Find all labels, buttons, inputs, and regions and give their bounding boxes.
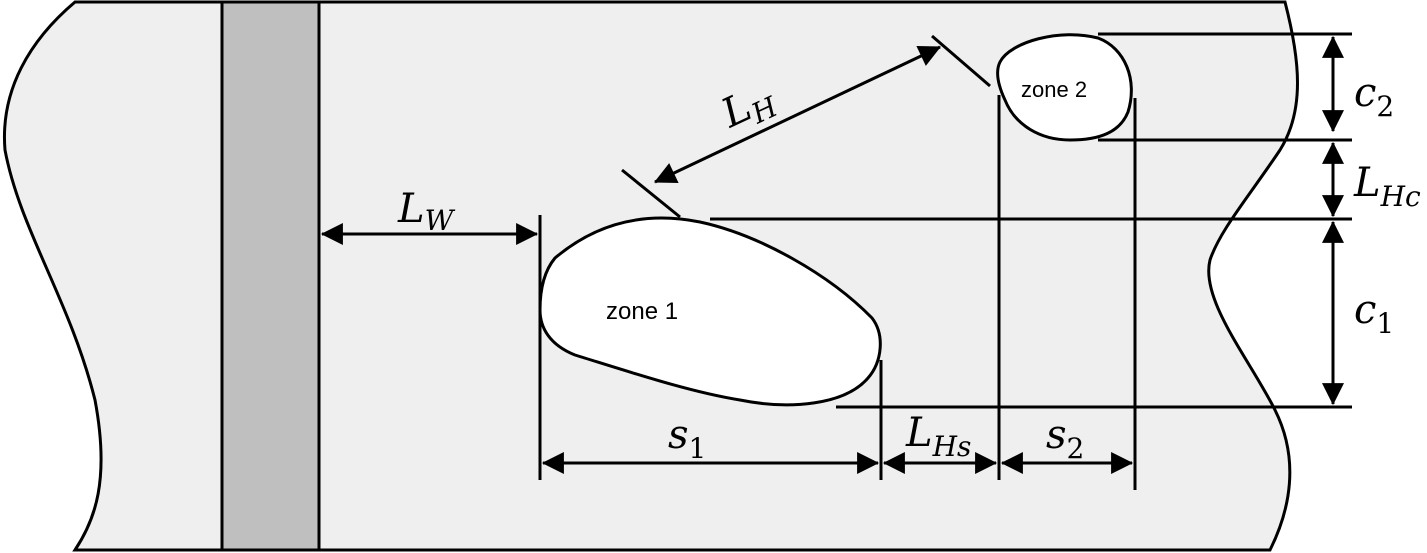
- label-s1: s1: [668, 412, 706, 465]
- label-lhc: LHc: [1353, 160, 1421, 213]
- dimension-arrows: [320, 35, 1344, 474]
- weld-bar: [220, 0, 321, 552]
- label-c2: c2: [1354, 70, 1394, 123]
- label-s2: s2: [1046, 412, 1084, 465]
- label-c1: c1: [1354, 287, 1394, 340]
- lh-arrow: [654, 45, 941, 184]
- label-lw: LW: [397, 186, 456, 237]
- label-lhs: LHs: [905, 410, 971, 463]
- extension-lines: [538, 32, 1352, 490]
- zone-1-shape: [538, 216, 882, 407]
- zone-2-shape: [996, 33, 1133, 142]
- zone-1-label: zone 1: [606, 298, 678, 325]
- zone-2-label: zone 2: [1021, 77, 1087, 102]
